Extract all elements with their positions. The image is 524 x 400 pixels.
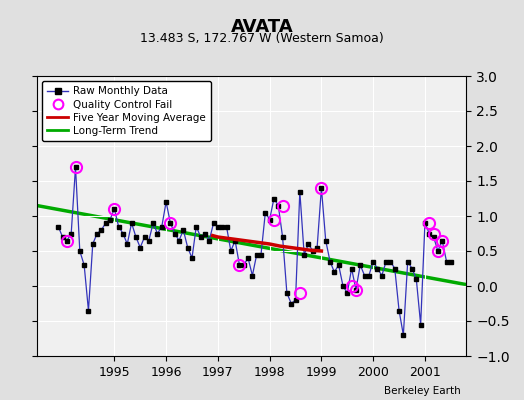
- Text: Berkeley Earth: Berkeley Earth: [385, 386, 461, 396]
- Legend: Raw Monthly Data, Quality Control Fail, Five Year Moving Average, Long-Term Tren: Raw Monthly Data, Quality Control Fail, …: [42, 81, 211, 141]
- Text: 13.483 S, 172.767 W (Western Samoa): 13.483 S, 172.767 W (Western Samoa): [140, 32, 384, 45]
- Text: AVATA: AVATA: [231, 18, 293, 36]
